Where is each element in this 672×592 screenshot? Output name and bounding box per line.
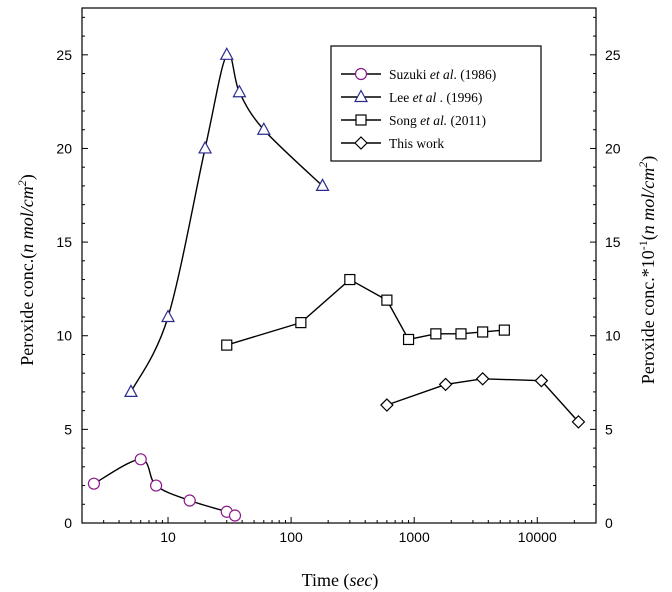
y-right-tick-label: 15 xyxy=(605,234,621,250)
x-axis-ticks: 10 100 1000 10000 xyxy=(81,517,597,545)
data-point xyxy=(402,333,415,346)
data-point xyxy=(438,377,453,392)
data-point xyxy=(477,326,489,338)
series-0 xyxy=(87,453,242,522)
y-axis-right-title: Peroxide conc.*10-1(n mol/cm2) xyxy=(636,156,659,384)
data-point xyxy=(221,339,233,351)
plot-frame xyxy=(81,7,597,524)
data-point xyxy=(228,509,242,522)
y-left-tick-label: 25 xyxy=(56,47,72,63)
data-point xyxy=(134,453,147,466)
data-point xyxy=(150,479,163,492)
y-left-tick-label: 0 xyxy=(64,515,72,531)
data-point xyxy=(315,178,330,192)
series-3 xyxy=(380,371,586,429)
x-axis-title: Time (sec) xyxy=(302,570,379,591)
y-left-tick-label: 15 xyxy=(56,234,72,250)
y-right-tick-label: 25 xyxy=(605,47,621,63)
y-axis-ticks: 0 0 5 5 10 10 15 15 20 20 25 25 xyxy=(56,16,621,531)
x-tick-label: 10 xyxy=(160,529,176,545)
y-left-tick-label: 10 xyxy=(56,328,72,344)
y-right-tick-label: 20 xyxy=(605,140,621,156)
data-point xyxy=(498,324,510,336)
data-point xyxy=(198,140,213,154)
data-point xyxy=(344,273,356,286)
y-axis-left-title: Peroxide conc.(n mol/cm2) xyxy=(15,174,38,365)
y-right-tick-label: 0 xyxy=(605,515,613,531)
legend-label: Suzuki et al. (1986) xyxy=(389,67,496,82)
data-point xyxy=(455,328,467,340)
legend: Suzuki et al. (1986) Lee et al . (1996) So… xyxy=(330,45,542,162)
data-point xyxy=(87,477,101,490)
series-1 xyxy=(123,47,330,398)
data-point xyxy=(256,121,271,135)
data-point xyxy=(475,371,490,386)
data-point xyxy=(381,294,393,306)
data-point xyxy=(430,328,442,340)
legend-marker xyxy=(355,114,367,126)
series-2 xyxy=(221,273,510,351)
y-left-tick-label: 20 xyxy=(56,140,72,156)
y-right-tick-label: 5 xyxy=(605,421,613,437)
data-point xyxy=(534,373,549,388)
data-point xyxy=(380,398,394,412)
y-right-tick-label: 10 xyxy=(605,328,621,344)
x-tick-label: 100 xyxy=(279,529,303,545)
x-tick-label: 1000 xyxy=(399,529,430,545)
legend-label: This work xyxy=(389,136,444,151)
data-point xyxy=(232,84,247,98)
data-point xyxy=(183,494,196,507)
legend-marker xyxy=(353,89,369,103)
y-left-tick-label: 5 xyxy=(64,421,72,437)
data-point xyxy=(161,309,176,323)
legend-marker xyxy=(354,67,368,81)
data-point xyxy=(123,384,138,398)
data-point xyxy=(571,415,586,429)
series-group xyxy=(87,47,586,522)
legend-label: Lee et al . (1996) xyxy=(389,90,482,105)
data-point xyxy=(295,317,307,329)
legend-label: Song et al. (2011) xyxy=(389,113,486,128)
x-tick-label: 10000 xyxy=(518,529,557,545)
series-line xyxy=(93,458,236,517)
legend-marker xyxy=(354,136,368,150)
data-point xyxy=(219,47,234,60)
plot-area-border xyxy=(81,7,597,524)
